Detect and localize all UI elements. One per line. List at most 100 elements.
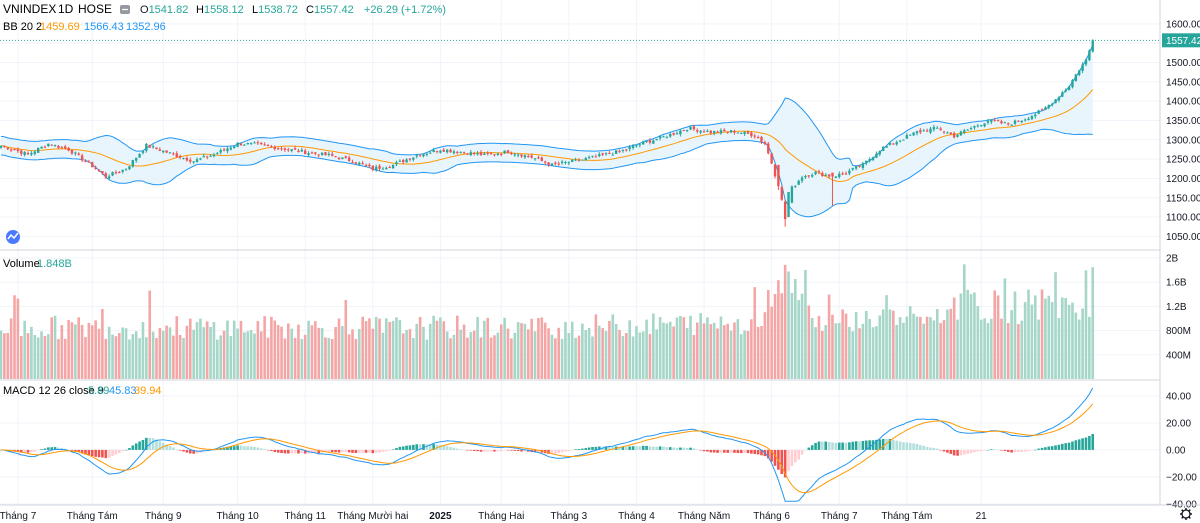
volume-axis-tick-label: 800M [1166,326,1191,337]
volume-bar [641,331,645,379]
macd-histogram-bar [861,440,865,450]
macd-histogram-bar [243,446,246,450]
macd-histogram-bar [939,449,942,451]
volume-bar [47,334,50,379]
candle-body [1088,50,1091,61]
bb-legend[interactable]: BB 20 2 [3,21,42,33]
candle-body [976,125,980,127]
interval-label[interactable]: 1D [58,2,74,16]
volume-bar [1017,324,1020,379]
volume-bar [283,338,287,379]
macd-histogram-bar [668,447,672,450]
time-axis-label: 2025 [429,511,452,522]
volume-bar [408,329,412,379]
macd-axis-tick-label: 20.00 [1166,418,1191,429]
macd-histogram-bar [53,447,57,450]
volume-bar [780,293,784,379]
candle-body [84,161,87,163]
macd-histogram-bar [185,449,189,453]
macd-histogram-bar [628,446,631,450]
candle-body [983,123,986,127]
volume-bar [912,313,915,379]
candle-body [790,186,794,203]
candle-body [107,176,111,179]
candle-body [587,157,591,159]
tradingview-logo-icon[interactable] [6,230,20,244]
volume-bar [844,313,848,379]
volume-bar [773,294,777,379]
macd-histogram-bar [297,449,300,454]
volume-bar [614,323,618,379]
macd-histogram-bar [94,449,97,457]
volume-bar [337,318,341,379]
macd-histogram-bar [341,449,344,453]
macd-histogram-bar [232,446,236,450]
macd-legend[interactable]: MACD 12 26 close 9 [3,385,104,397]
macd-histogram-bar [456,448,459,450]
ohlc-open: O1541.82 [140,4,188,16]
candle-body [750,132,753,137]
symbol-name[interactable]: VNINDEX [3,2,56,16]
candle-body [770,153,773,164]
macd-histogram-bar [259,448,263,450]
volume-bar [560,338,564,379]
volume-bar [932,320,936,379]
candle-body [466,153,469,155]
macd-line-value: 45.83 [109,385,137,397]
candle-body [827,174,831,177]
candle-body [405,159,408,163]
macd-histogram-bar [314,449,317,454]
candle-body [182,157,185,159]
candle-body [858,165,861,167]
candle-body [53,144,57,147]
macd-histogram-bar [597,446,601,450]
macd-histogram-bar [168,446,172,450]
candle-body [101,170,104,174]
macd-histogram-bar [898,441,902,450]
macd-histogram-bar [648,446,652,450]
candle-body [445,149,449,153]
candle-body [581,159,584,161]
macd-histogram-bar [1027,449,1030,452]
volume-bar [739,334,743,379]
candle-body [1078,70,1081,75]
macd-histogram-bar [881,439,885,450]
volume-bar [310,325,314,379]
candle-body [114,172,118,174]
gear-icon[interactable] [1180,508,1192,520]
volume-bar [74,324,77,379]
candle-body [658,136,662,139]
volume-legend[interactable]: Volume [3,258,40,270]
candle-body [625,149,628,151]
macd-histogram-bar [675,447,679,450]
candle-body [817,171,821,173]
candle-body [233,146,236,148]
candle-body [337,157,341,160]
macd-histogram-bar [151,438,155,450]
candle-body [635,145,638,147]
candle-body [317,154,320,156]
volume-bar [878,315,882,379]
macd-histogram-bar [486,449,490,452]
candle-body [777,164,780,187]
macd-histogram-bar [831,442,834,450]
macd-histogram-bar [26,449,30,453]
candle-body [516,154,520,156]
macd-histogram-bar [523,449,527,452]
volume-bar [743,330,746,379]
volume-bar [263,316,266,379]
candle-body [314,152,317,154]
candle-body [138,153,141,158]
volume-bar [966,289,969,379]
macd-histogram-bar [114,449,118,455]
macd-histogram-bar [773,449,777,466]
volume-bar [324,337,327,379]
macd-histogram-bar [249,446,253,450]
macd-histogram-bar [425,444,429,450]
candle-body [378,165,381,169]
macd-histogram-bar [175,449,179,450]
volume-bar [797,300,800,379]
volume-bar [625,332,628,379]
macd-histogram-bar [16,449,20,452]
volume-bar [827,294,831,379]
